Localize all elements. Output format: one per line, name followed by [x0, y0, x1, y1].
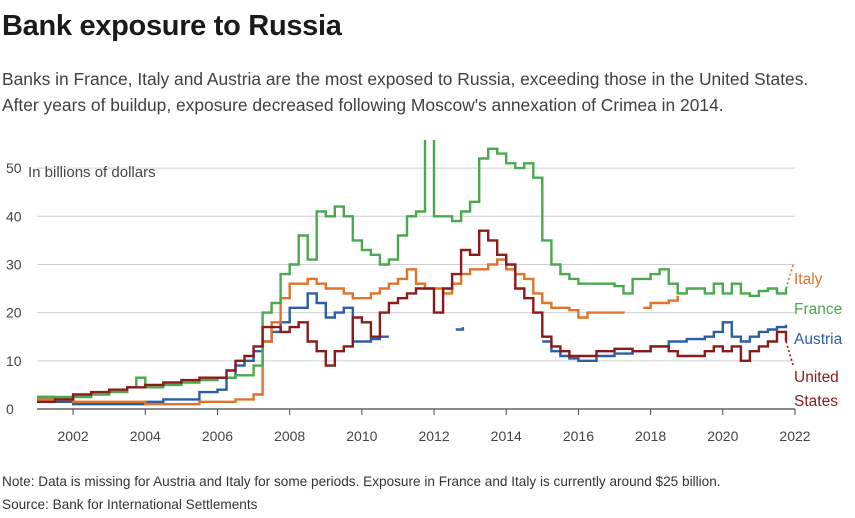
x-tick-label: 2008 — [274, 428, 305, 444]
chart-subtitle: Banks in France, Italy and Austria are t… — [2, 66, 854, 118]
x-tick-label: 2014 — [491, 428, 522, 444]
x-tick-label: 2006 — [202, 428, 233, 444]
x-tick-label: 2020 — [707, 428, 738, 444]
series-projection-united-states — [785, 341, 794, 366]
y-tick-label: 40 — [6, 208, 22, 224]
y-axis-label: In billions of dollars — [28, 164, 156, 181]
series-line-united-states — [37, 229, 788, 403]
y-tick-label: 0 — [6, 401, 14, 417]
series-line-austria-segment-2 — [455, 327, 465, 331]
series-line-austria — [37, 292, 389, 406]
y-tick-label: 10 — [6, 353, 22, 369]
series-line-france — [37, 140, 788, 399]
source-note: Source: Bank for International Settlemen… — [2, 497, 258, 512]
y-tick-label: 30 — [6, 256, 22, 272]
line-chart: 0 10 20 30 40 50 In billions of dollars 2002 200… — [6, 140, 843, 444]
x-tick-label: 2002 — [58, 428, 89, 444]
y-tick-label: 50 — [6, 160, 22, 176]
series-label-united-states-line2: States — [794, 393, 838, 410]
x-tick-label: 2004 — [130, 428, 161, 444]
x-tick-label: 2010 — [346, 428, 377, 444]
series-projection-france — [785, 284, 790, 289]
series-line-italy — [37, 258, 625, 406]
series-projection-italy — [785, 264, 794, 289]
footnote: Note: Data is missing for Austria and It… — [2, 474, 721, 489]
series-line-italy-segment-2 — [643, 295, 679, 309]
chart-title: Bank exposure to Russia — [2, 10, 342, 42]
series-label-austria: Austria — [794, 331, 843, 348]
series-label-france: France — [794, 301, 842, 318]
subtitle-line-2: After years of buildup, exposure decreas… — [2, 95, 724, 115]
x-tick-label: 2022 — [779, 428, 810, 444]
series-line-austria-segment-3 — [542, 321, 788, 362]
x-tick-label: 2012 — [418, 428, 449, 444]
x-tick-label: 2016 — [563, 428, 594, 444]
x-tick-label: 2018 — [635, 428, 666, 444]
series-label-italy: Italy — [794, 271, 823, 288]
subtitle-line-1: Banks in France, Italy and Austria are t… — [2, 69, 809, 89]
y-tick-label: 20 — [6, 305, 22, 321]
series-label-united-states-line1: United — [794, 369, 839, 386]
